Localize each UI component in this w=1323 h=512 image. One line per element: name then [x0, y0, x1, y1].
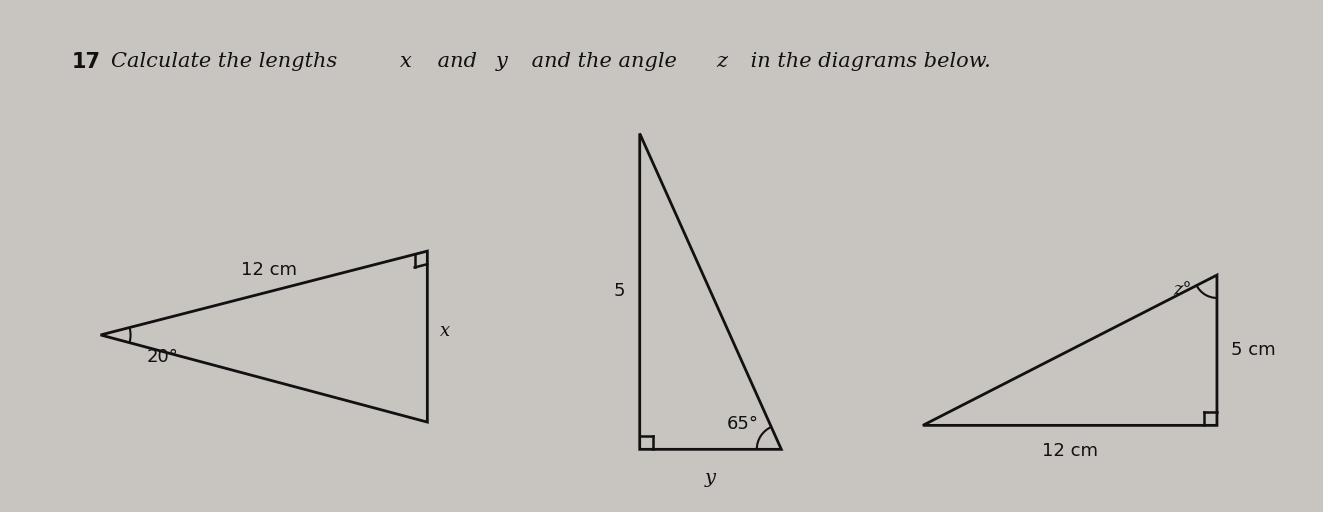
Text: 5 cm: 5 cm: [1232, 341, 1275, 359]
Text: in the diagrams below.: in the diagrams below.: [745, 52, 991, 71]
Text: z°: z°: [1174, 281, 1191, 298]
Text: 12 cm: 12 cm: [1043, 442, 1098, 460]
Text: 17: 17: [71, 52, 101, 72]
Text: 65°: 65°: [728, 415, 759, 433]
Text: y: y: [496, 52, 508, 71]
Text: and: and: [430, 52, 483, 71]
Text: 12 cm: 12 cm: [241, 261, 298, 279]
Text: x: x: [400, 52, 411, 71]
Text: and the angle: and the angle: [525, 52, 684, 71]
Text: 20°: 20°: [147, 348, 179, 366]
Text: z: z: [716, 52, 726, 71]
Text: Calculate the lengths: Calculate the lengths: [111, 52, 344, 71]
Text: x: x: [441, 322, 451, 340]
Text: y: y: [705, 469, 716, 487]
Text: 5: 5: [614, 283, 626, 301]
